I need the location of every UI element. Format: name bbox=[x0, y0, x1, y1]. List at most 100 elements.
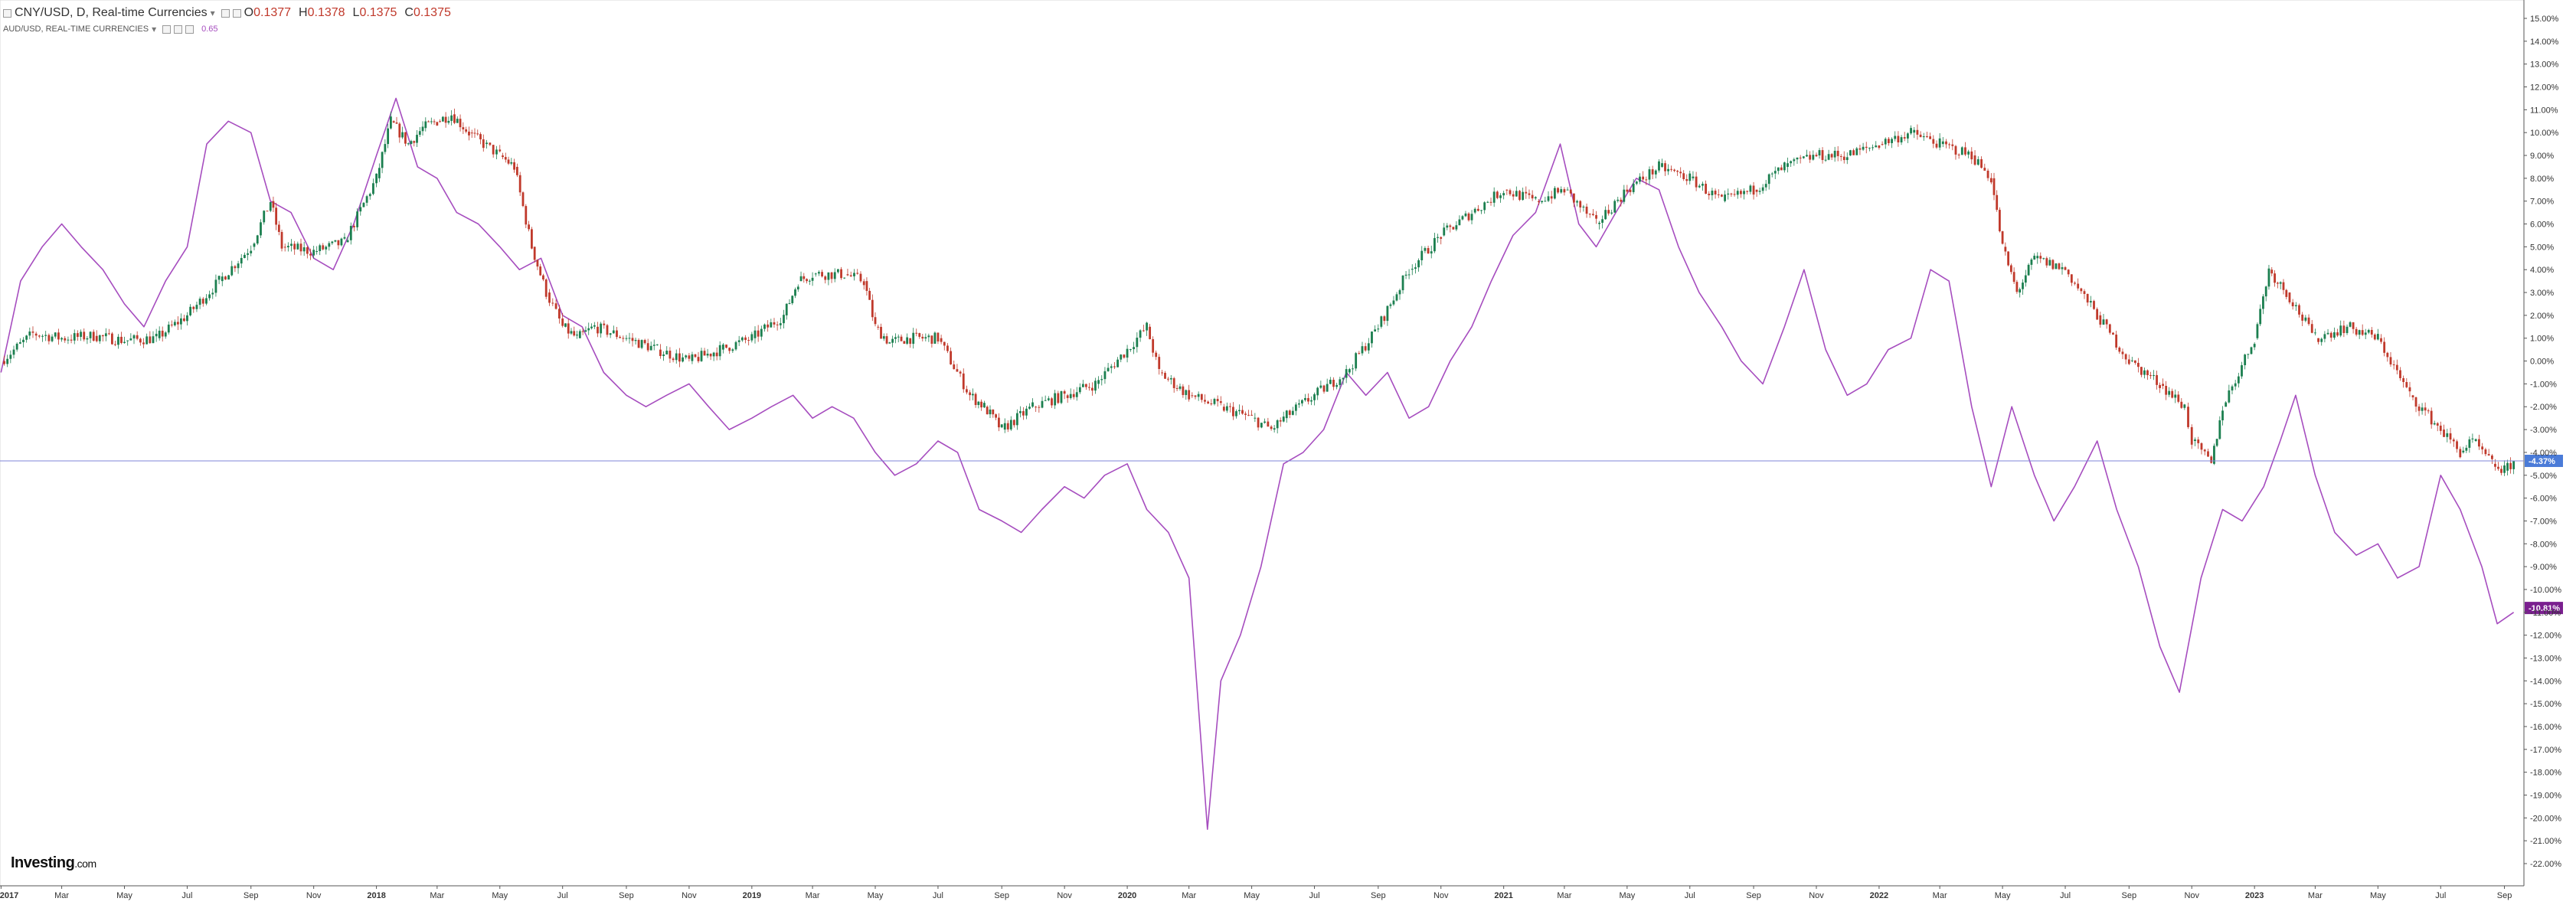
x-tick-label: Nov bbox=[682, 891, 697, 900]
candle bbox=[1569, 189, 1572, 198]
candle bbox=[2443, 424, 2445, 438]
candle bbox=[31, 326, 34, 338]
candle bbox=[2361, 324, 2364, 336]
candle bbox=[2389, 351, 2392, 367]
candle bbox=[2124, 353, 2127, 364]
candle bbox=[2231, 384, 2234, 395]
legend-collapse-icon[interactable] bbox=[3, 8, 11, 18]
candle bbox=[2352, 322, 2355, 334]
candle bbox=[912, 328, 915, 349]
candle bbox=[302, 241, 306, 256]
candle bbox=[12, 345, 15, 359]
candle bbox=[1607, 204, 1610, 216]
candle bbox=[1297, 399, 1300, 408]
candle bbox=[862, 279, 865, 290]
candle bbox=[2064, 266, 2067, 271]
candle bbox=[1903, 132, 1906, 142]
candle bbox=[67, 336, 70, 345]
candle bbox=[436, 121, 439, 126]
candle bbox=[1894, 131, 1897, 142]
candle bbox=[2314, 328, 2316, 336]
y-tick-label: -22.00% bbox=[2530, 860, 2561, 869]
candle bbox=[1557, 187, 1559, 194]
candle bbox=[234, 265, 237, 273]
candle bbox=[2237, 372, 2240, 388]
candle bbox=[814, 273, 817, 277]
x-tick-label: May bbox=[1244, 891, 1260, 900]
candle bbox=[688, 353, 691, 362]
candle bbox=[2285, 289, 2288, 300]
candle bbox=[290, 239, 293, 252]
candle bbox=[41, 334, 44, 342]
candle bbox=[712, 351, 715, 361]
legend-close-icon[interactable] bbox=[232, 8, 241, 18]
x-tick-label: 2021 bbox=[1494, 891, 1512, 900]
candle bbox=[2474, 438, 2477, 443]
candle bbox=[86, 335, 89, 345]
candle bbox=[1852, 149, 1855, 155]
candle bbox=[900, 334, 903, 341]
candle bbox=[60, 337, 63, 342]
candle bbox=[1945, 139, 1947, 149]
candle bbox=[2042, 257, 2045, 260]
candle bbox=[1301, 399, 1303, 407]
legend-secondary-settings-icon[interactable] bbox=[162, 24, 172, 34]
candle bbox=[1149, 324, 1152, 340]
candle bbox=[214, 274, 217, 297]
candle bbox=[2197, 436, 2200, 449]
candle bbox=[2080, 287, 2083, 294]
candle bbox=[1172, 377, 1175, 393]
candle bbox=[685, 354, 688, 360]
candle bbox=[1872, 144, 1874, 151]
candle bbox=[2133, 360, 2136, 365]
candle bbox=[2153, 370, 2155, 381]
y-tick-label: -5.00% bbox=[2530, 472, 2557, 481]
candle bbox=[2370, 327, 2373, 338]
candle bbox=[1661, 158, 1663, 168]
x-tick-label: May bbox=[2370, 891, 2386, 900]
candle bbox=[375, 173, 378, 188]
candle bbox=[192, 305, 195, 313]
candle bbox=[561, 312, 564, 328]
candle bbox=[2310, 319, 2313, 334]
candle bbox=[1818, 148, 1821, 159]
candle bbox=[2027, 263, 2030, 276]
legend-settings-icon[interactable] bbox=[221, 8, 230, 18]
legend-menu-arrow-icon[interactable]: ▾ bbox=[210, 8, 215, 18]
candle bbox=[1858, 144, 1862, 155]
candle bbox=[47, 333, 51, 345]
candle bbox=[1973, 150, 1976, 166]
candle bbox=[2048, 256, 2051, 266]
candle bbox=[410, 139, 413, 145]
candle bbox=[1260, 423, 1263, 429]
candle bbox=[1525, 186, 1528, 199]
candle bbox=[1916, 124, 1919, 140]
candle bbox=[1758, 188, 1761, 195]
legend-secondary-hide-icon[interactable] bbox=[174, 24, 183, 34]
candle bbox=[468, 126, 470, 141]
candle bbox=[439, 119, 441, 123]
candle bbox=[1900, 135, 1903, 145]
candle bbox=[2253, 342, 2256, 351]
legend-secondary-arrow-icon[interactable]: ▾ bbox=[152, 24, 157, 34]
candle bbox=[2449, 427, 2452, 444]
y-tick-label: 4.00% bbox=[2530, 266, 2554, 275]
candle bbox=[247, 248, 249, 261]
candle bbox=[725, 345, 727, 349]
candle bbox=[1708, 191, 1711, 200]
candle bbox=[2408, 381, 2411, 397]
legend-primary: CNY/USD, D, Real-time Currencies ▾ O0.13… bbox=[3, 6, 459, 20]
candle bbox=[2187, 402, 2189, 430]
candle bbox=[619, 335, 622, 339]
candle bbox=[1553, 186, 1556, 200]
x-tick-label: Jul bbox=[2060, 891, 2071, 900]
candle bbox=[1225, 402, 1228, 413]
candle bbox=[974, 392, 977, 408]
candle bbox=[465, 126, 468, 134]
candle bbox=[1473, 207, 1476, 214]
candle bbox=[1688, 170, 1692, 185]
legend-secondary-close-icon[interactable] bbox=[185, 24, 195, 34]
candle bbox=[1310, 396, 1313, 406]
candle bbox=[1705, 180, 1707, 194]
